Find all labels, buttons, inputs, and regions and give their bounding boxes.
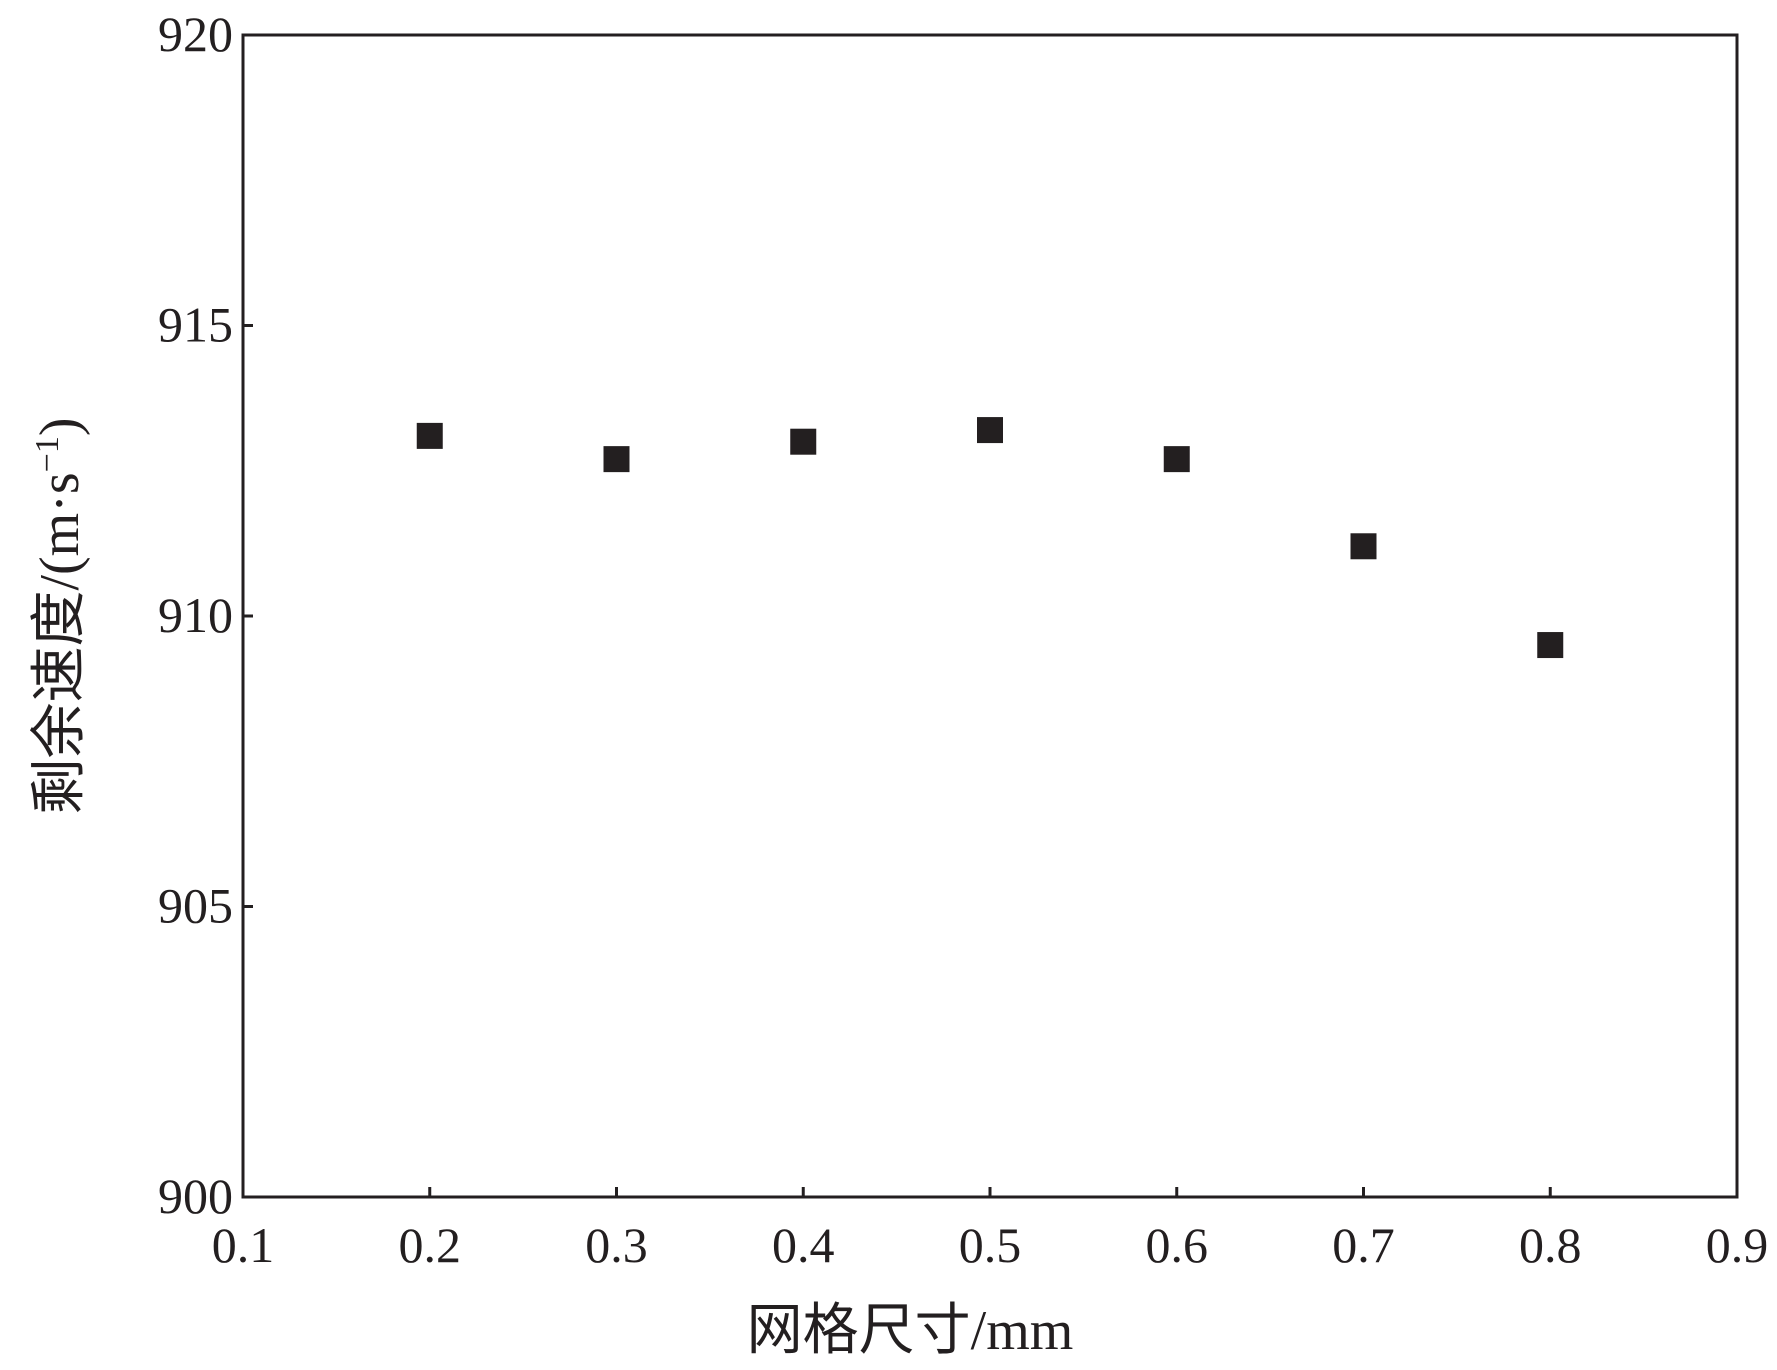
x-tick-label: 0.2 (399, 1217, 462, 1273)
data-point (603, 446, 630, 473)
data-point (1163, 446, 1190, 473)
plot-frame (241, 33, 1739, 1199)
x-tick-label: 0.6 (1146, 1217, 1209, 1273)
y-axis-label-superscript: −1 (29, 436, 66, 472)
y-tick-label: 920 (158, 6, 233, 62)
x-tick-label: 0.9 (1706, 1217, 1769, 1273)
x-axis-ticks: 0.1 0.2 0.3 0.4 0.5 0.6 0.7 0.8 0.9 (212, 1187, 1769, 1273)
x-tick-label: 0.7 (1332, 1217, 1395, 1273)
data-point (1350, 533, 1377, 560)
y-axis-label-main: 剩余速度/(m·s (29, 472, 91, 814)
data-point (790, 428, 817, 455)
y-tick-label: 900 (158, 1168, 233, 1224)
x-tick-label: 0.4 (772, 1217, 835, 1273)
y-tick-label: 905 (158, 878, 233, 934)
y-axis-label-close: ) (29, 417, 91, 436)
y-tick-label: 915 (158, 297, 233, 353)
x-axis-label: 网格尺寸/mm (747, 1300, 1074, 1362)
x-tick-label: 0.3 (585, 1217, 648, 1273)
data-points (416, 417, 1564, 659)
y-axis-label: 剩余速度/(m·s−1) (29, 417, 91, 814)
x-tick-label: 0.1 (212, 1217, 275, 1273)
x-tick-label: 0.5 (959, 1217, 1022, 1273)
x-tick-label: 0.8 (1519, 1217, 1582, 1273)
data-point (1537, 632, 1564, 659)
data-point (977, 417, 1003, 444)
data-point (416, 422, 443, 449)
y-axis-ticks: 900 905 910 915 920 (158, 6, 253, 1224)
y-tick-label: 910 (158, 587, 233, 643)
